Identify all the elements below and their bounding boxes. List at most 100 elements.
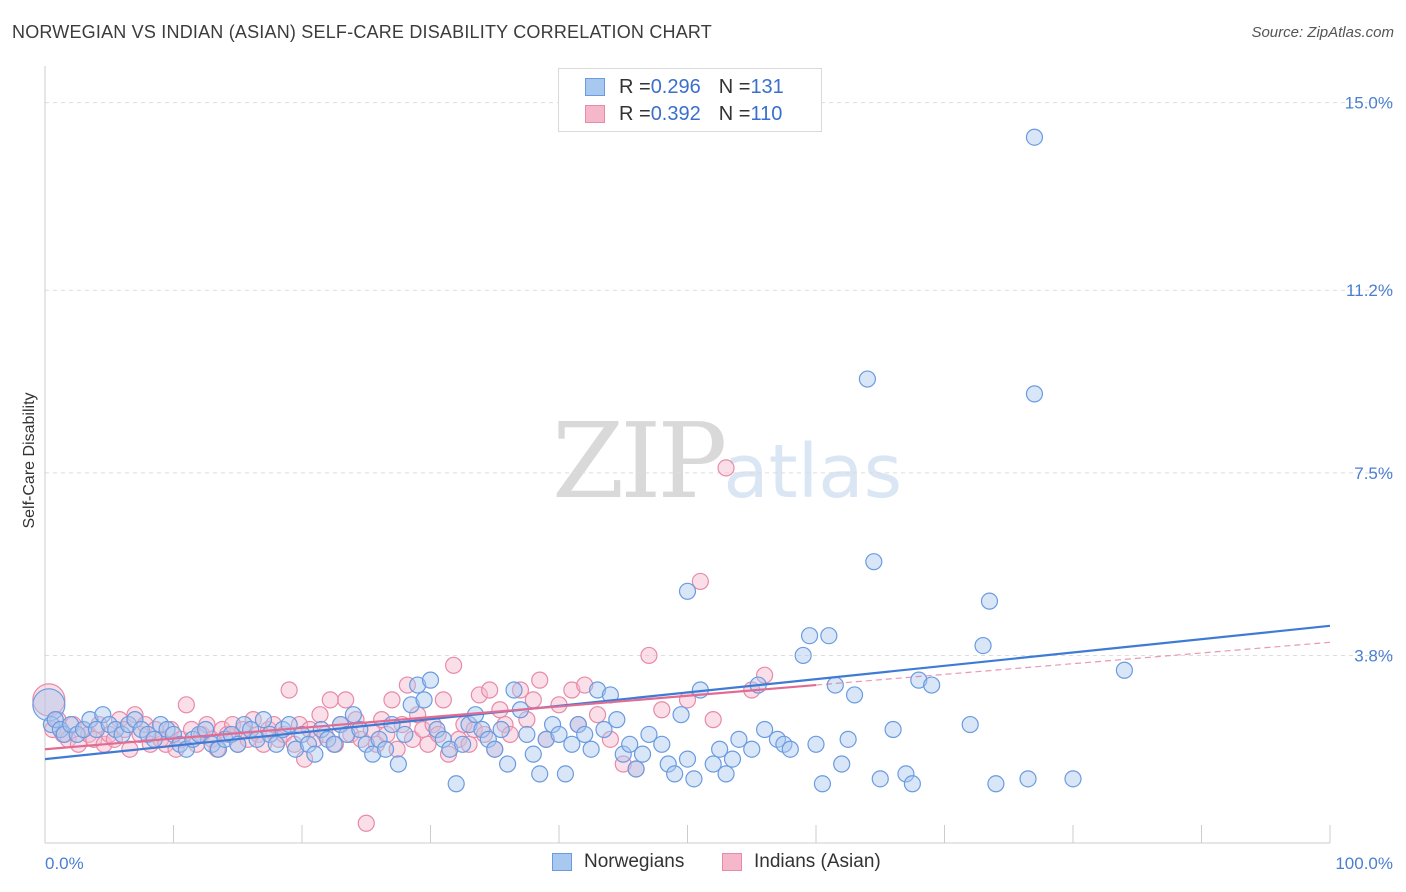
watermark-atlas: atlas (723, 429, 903, 515)
point-norwegians (800, 627, 819, 645)
x-tick-label: 100.0% (1335, 854, 1393, 873)
point-indians-asian (177, 696, 195, 714)
point-norwegians (376, 740, 395, 758)
point-indians-asian (755, 666, 774, 684)
point-indians-asian (383, 691, 401, 709)
point-norwegians (415, 691, 433, 709)
point-norwegians (723, 750, 742, 768)
point-norwegians (678, 750, 697, 768)
point-norwegians (807, 735, 825, 753)
legend-item-norwegians: Norwegians (552, 851, 684, 873)
point-norwegians (454, 735, 472, 753)
point-indians-asian (576, 676, 594, 694)
point-norwegians (826, 676, 844, 694)
point-indians-asian (481, 681, 499, 699)
point-norwegians (62, 715, 80, 734)
point-indians-asian (501, 725, 519, 744)
point-norwegians (1025, 128, 1044, 146)
point-norwegians (499, 755, 517, 773)
point-norwegians (588, 681, 607, 699)
point-norwegians (987, 775, 1005, 793)
point-norwegians (730, 730, 748, 748)
point-norwegians (267, 735, 285, 753)
point-norwegians (903, 775, 921, 793)
point-norwegians (1064, 770, 1082, 788)
x-tick-label: 0.0% (45, 854, 84, 873)
point-norwegians (704, 755, 722, 773)
point-norwegians (666, 765, 684, 783)
point-indians-asian (280, 681, 298, 699)
point-norwegians (402, 696, 420, 714)
legend-row-norwegians: R = 0.296 N = 131 (585, 75, 784, 99)
point-norwegians (865, 553, 883, 571)
point-norwegians (81, 711, 99, 729)
legend-swatch-indians (722, 853, 742, 871)
point-norwegians (633, 745, 652, 763)
point-norwegians (441, 740, 459, 758)
point-norwegians (306, 745, 324, 763)
point-norwegians (980, 592, 999, 610)
point-indians-asian (321, 691, 339, 709)
legend-swatch-norwegians (552, 853, 572, 871)
point-norwegians (755, 720, 774, 739)
point-indians-asian (357, 814, 375, 832)
y-tick-label: 7.5% (1354, 464, 1393, 483)
point-norwegians (563, 735, 581, 753)
point-norwegians (447, 775, 465, 793)
y-tick-label: 3.8% (1354, 646, 1393, 665)
point-norwegians (961, 715, 979, 734)
point-norwegians (492, 720, 510, 739)
point-indians-asian (653, 701, 671, 719)
point-norwegians (479, 730, 497, 748)
point-norwegians (286, 740, 305, 758)
point-indians-asian (717, 459, 735, 477)
point-indians-asian (470, 686, 488, 704)
point-norwegians (537, 730, 555, 748)
point-norwegians (197, 720, 215, 739)
point-norwegians (685, 770, 703, 788)
point-indians-asian (337, 691, 355, 709)
point-norwegians (325, 735, 343, 753)
point-norwegians (524, 745, 542, 763)
legend-n-label: N = (718, 75, 751, 98)
source-credit: Source: ZipAtlas.com (1251, 24, 1394, 41)
point-norwegians (678, 582, 697, 600)
series-legend: Norwegians Indians (Asian) (0, 851, 1406, 877)
legend-n-value: 110 (750, 102, 783, 125)
point-indians-asian (445, 656, 463, 674)
legend-n-value: 131 (750, 75, 784, 98)
trend-lines (44, 624, 1331, 761)
point-norwegians (576, 725, 594, 744)
point-indians-asian (311, 706, 329, 724)
point-norwegians (293, 725, 311, 744)
point-norwegians (409, 676, 427, 694)
point-indians-asian (691, 572, 709, 591)
watermark: ZIPatlas (552, 400, 902, 522)
legend-r-value: 0.392 (650, 102, 701, 125)
point-indians-asian (518, 711, 536, 729)
legend-label-norwegians: Norwegians (584, 851, 685, 872)
point-norwegians (608, 711, 626, 729)
point-norwegians (396, 725, 414, 744)
point-norwegians (299, 735, 318, 753)
point-norwegians (794, 646, 812, 665)
correlation-legend: R = 0.296 N = 131 R = 0.392 N = 110 (558, 68, 822, 132)
legend-r-value: 0.296 (650, 75, 701, 98)
point-indians-asian (704, 711, 722, 729)
point-norwegians (653, 735, 671, 753)
point-norwegians (32, 688, 66, 722)
point-norwegians (531, 765, 549, 783)
trend-line-indians-asian-extension (815, 641, 1331, 686)
point-norwegians (717, 765, 735, 783)
point-norwegians (858, 370, 877, 388)
point-indians-asian (563, 681, 581, 699)
point-indians-asian (491, 701, 509, 719)
trend-line-norwegians (44, 624, 1331, 761)
point-norwegians (126, 711, 144, 729)
point-norwegians (357, 735, 375, 753)
point-norwegians (813, 775, 832, 793)
point-norwegians (421, 671, 440, 689)
legend-label-indians: Indians (Asian) (754, 851, 881, 872)
point-indians-asian (434, 691, 452, 709)
point-norwegians (556, 765, 575, 783)
